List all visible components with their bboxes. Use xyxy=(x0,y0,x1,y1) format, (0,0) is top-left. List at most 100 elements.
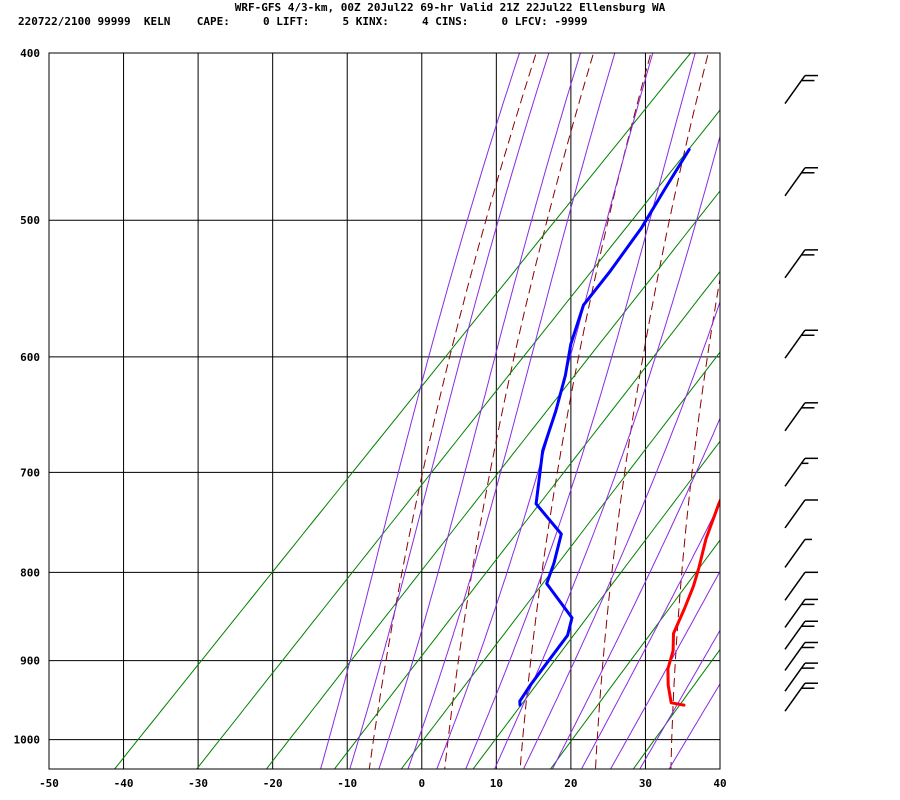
moist-adiabat xyxy=(494,134,720,769)
dry-adiabat xyxy=(368,53,537,769)
moist-adiabat xyxy=(551,417,720,769)
dewpoint-point xyxy=(554,409,557,413)
wind-barb xyxy=(784,329,818,359)
temperature-point xyxy=(697,566,701,569)
dewpoint-point xyxy=(547,659,550,662)
dewpoint-point xyxy=(545,582,548,585)
x-tick-label: -50 xyxy=(39,777,59,790)
dewpoint-point xyxy=(518,703,522,707)
wind-barb xyxy=(784,457,818,487)
x-tick-label: -20 xyxy=(263,777,283,790)
barb-staff xyxy=(784,499,806,529)
temperature-point xyxy=(835,188,837,190)
x-tick-label: 0 xyxy=(418,777,425,790)
temperature-point xyxy=(671,649,675,652)
y-tick-label: 1000 xyxy=(14,734,41,747)
barb-staff xyxy=(784,457,806,487)
moist-adiabat xyxy=(407,53,616,769)
dewpoint-point xyxy=(560,532,563,536)
temperature-point xyxy=(768,380,770,382)
x-tick-label: -40 xyxy=(114,777,134,790)
mixing-ratio-line xyxy=(196,109,720,769)
wind-barb xyxy=(784,167,818,197)
wind-barb xyxy=(784,620,818,650)
wind-barb xyxy=(784,641,818,671)
barb-staff xyxy=(784,598,806,628)
chart-title: WRF-GFS 4/3-km, 00Z 20Jul22 69-hr Valid … xyxy=(234,1,666,14)
y-tick-label: 600 xyxy=(20,351,40,364)
temperature-point xyxy=(683,607,686,611)
wind-barbs xyxy=(784,74,818,712)
y-tick-label: 700 xyxy=(20,466,40,479)
station-stats-line: 220722/2100 99999 KELN CAPE: 0 LIFT: 5 K… xyxy=(18,15,588,28)
mixing-ratio-line xyxy=(333,270,720,769)
mixing-ratio-line xyxy=(472,440,720,769)
wind-barb xyxy=(784,662,818,692)
temperature-point xyxy=(667,684,670,687)
moist-adiabat xyxy=(668,682,720,769)
dry-adiabat xyxy=(670,276,720,769)
moist-adiabat xyxy=(349,53,550,769)
grid-lines xyxy=(48,52,721,769)
mixing-ratio-line xyxy=(632,648,720,769)
wind-barb xyxy=(784,682,818,712)
dewpoint-point xyxy=(541,449,544,452)
mixing-ratio-line xyxy=(400,351,720,769)
temperature-point xyxy=(717,502,720,505)
temperature-point xyxy=(786,330,788,332)
wind-barb xyxy=(784,538,812,568)
temperature-point xyxy=(672,632,675,635)
moist-adiabat xyxy=(639,629,720,769)
dewpoint-point xyxy=(566,634,569,637)
mixing-ratio-line xyxy=(265,190,720,769)
y-tick-label: 400 xyxy=(20,47,40,60)
dewpoint-point xyxy=(640,226,643,229)
temperature-trace xyxy=(666,497,720,707)
wind-barb xyxy=(784,571,818,601)
temperature-point xyxy=(704,537,708,541)
dry-adiabat xyxy=(820,15,888,784)
dewpoint-point xyxy=(564,374,567,377)
moist-adiabat xyxy=(610,570,720,769)
mixing-ratio-line xyxy=(113,53,692,769)
temperature-point xyxy=(754,416,756,418)
moist-adiabat xyxy=(320,53,521,769)
wind-barb xyxy=(784,598,818,628)
dry-adiabat xyxy=(746,15,831,784)
barb-staff xyxy=(784,538,806,568)
dewpoint-point xyxy=(529,684,532,687)
moist-adiabat xyxy=(580,502,720,769)
sounding-traces xyxy=(518,148,850,707)
wind-barb xyxy=(784,74,818,104)
temperature-point xyxy=(692,585,695,588)
temperature-point xyxy=(737,460,739,462)
moist-adiabat xyxy=(436,53,654,769)
barb-staff xyxy=(784,249,806,279)
pressure-tick-labels: 400 500 600 700 800 900 1000 xyxy=(14,47,41,747)
temperature-point xyxy=(682,703,686,707)
temperature-tick-labels: -50 -40 -30 -20 -10 0 10 20 30 40 xyxy=(39,777,727,790)
temperature-point xyxy=(848,148,850,150)
y-tick-label: 500 xyxy=(20,214,40,227)
x-tick-label: -30 xyxy=(188,777,208,790)
dewpoint-point xyxy=(552,561,556,565)
dewpoint-point xyxy=(663,188,666,191)
wind-barb xyxy=(784,402,818,432)
x-tick-label: 40 xyxy=(713,777,726,790)
dewpoint-point xyxy=(609,269,612,273)
barb-staff xyxy=(784,75,806,104)
barb-staff xyxy=(784,329,806,359)
dewpoint-point xyxy=(570,616,574,619)
dewpoint-point xyxy=(582,303,585,307)
mixing-ratio-line xyxy=(549,539,720,769)
barb-staff xyxy=(784,402,806,432)
wind-barb xyxy=(784,499,818,529)
y-tick-label: 800 xyxy=(20,566,40,579)
dewpoint-point xyxy=(569,343,572,346)
x-tick-label: -10 xyxy=(337,777,357,790)
dry-adiabat xyxy=(519,53,652,769)
moist-adiabat xyxy=(522,300,720,769)
moist-adiabat xyxy=(378,53,581,769)
dewpoint-point xyxy=(518,700,521,703)
